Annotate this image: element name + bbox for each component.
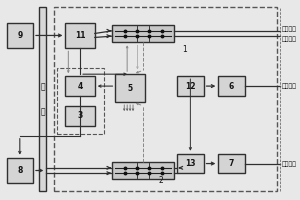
Bar <box>112 162 174 179</box>
Text: 2: 2 <box>159 176 163 185</box>
Text: 备线收通: 备线收通 <box>281 162 296 167</box>
Bar <box>116 74 145 102</box>
Text: 7: 7 <box>229 159 234 168</box>
Text: 4: 4 <box>77 82 83 91</box>
Bar <box>65 76 95 96</box>
Bar <box>57 68 104 134</box>
Text: 3: 3 <box>77 111 83 120</box>
Text: 主线收通: 主线收通 <box>281 83 296 89</box>
Text: 端

局: 端 局 <box>40 82 45 116</box>
Bar <box>218 154 245 173</box>
Bar <box>65 106 95 126</box>
Text: 备发信通: 备发信通 <box>281 36 296 42</box>
Bar <box>218 76 245 96</box>
Bar <box>7 158 33 183</box>
Bar <box>177 154 204 173</box>
Bar <box>54 7 277 191</box>
Text: 6: 6 <box>229 82 234 91</box>
Text: 12: 12 <box>185 82 196 91</box>
Text: 9: 9 <box>17 31 22 40</box>
Bar <box>65 23 95 48</box>
Bar <box>39 7 46 191</box>
Bar <box>177 76 204 96</box>
Bar <box>7 23 33 48</box>
Bar <box>112 25 174 42</box>
Text: 主发信通: 主发信通 <box>281 27 296 32</box>
Text: 11: 11 <box>75 31 85 40</box>
Text: 5: 5 <box>128 84 133 93</box>
Text: 8: 8 <box>17 166 22 175</box>
Text: 13: 13 <box>185 159 196 168</box>
Text: 1: 1 <box>182 45 187 54</box>
